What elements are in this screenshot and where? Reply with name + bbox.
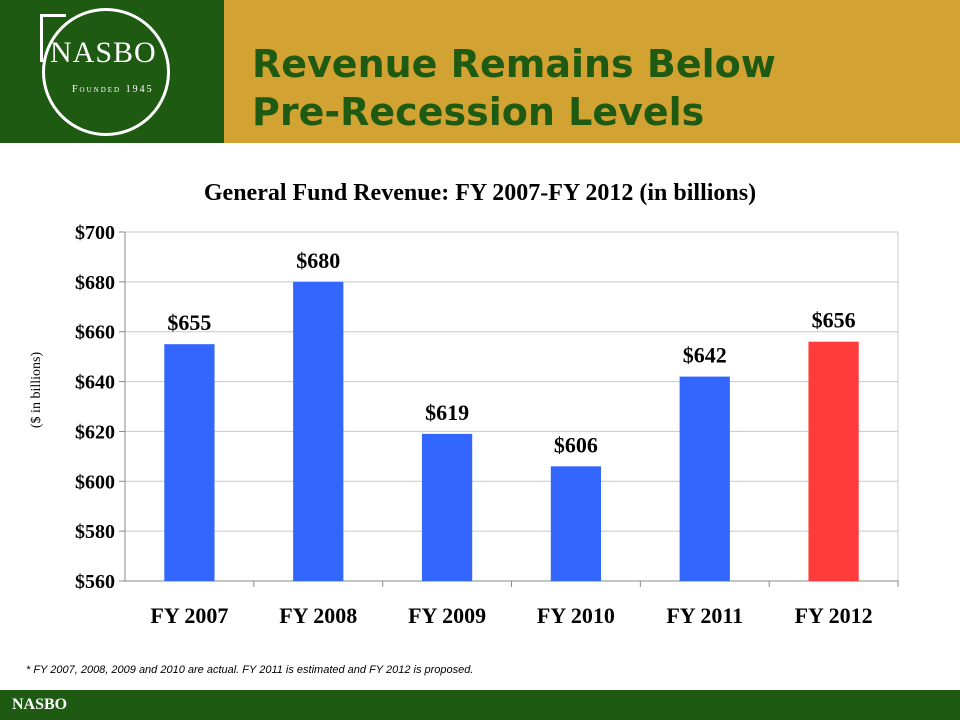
y-tick-label: $660 (75, 322, 115, 344)
slide-title-line1: Revenue Remains Below (252, 42, 776, 86)
x-tick-label: FY 2012 (795, 603, 873, 628)
y-tick-label: $580 (75, 521, 115, 543)
bar (679, 376, 730, 581)
chart-title: General Fund Revenue: FY 2007-FY 2012 (i… (203, 180, 757, 206)
slide-title: Revenue Remains Below Pre-Recession Leve… (252, 40, 942, 136)
y-tick-label: $560 (75, 571, 115, 593)
y-axis-label: ($ in billions) (29, 352, 44, 429)
y-tick-label: $680 (75, 272, 115, 294)
data-label: $619 (425, 400, 469, 425)
x-tick-label: FY 2008 (279, 603, 357, 628)
footnote: * FY 2007, 2008, 2009 and 2010 are actua… (26, 664, 474, 676)
bar (550, 466, 602, 581)
header-title-panel (224, 0, 960, 143)
x-tick-label: FY 2010 (537, 603, 615, 628)
logo-subtitle: Founded 1945 (72, 84, 154, 95)
y-tick-label: $620 (75, 421, 115, 443)
y-tick-label: $640 (75, 372, 115, 394)
logo-text: NASBO (50, 36, 157, 69)
footer-label: NASBO (12, 696, 68, 713)
y-tick-label: $600 (75, 471, 115, 493)
logo-circle (42, 8, 170, 136)
bar (293, 281, 344, 581)
x-tick-label: FY 2011 (666, 603, 743, 628)
y-tick-label: $700 (75, 222, 115, 244)
bar (164, 344, 215, 581)
logo-mark-icon (40, 14, 66, 62)
footer-bar (0, 690, 960, 720)
data-label: $656 (812, 308, 856, 333)
x-tick-label: FY 2007 (150, 603, 228, 628)
data-label: $606 (554, 432, 598, 457)
y-axis-label-text: ($ in billions) (29, 352, 44, 429)
bar-chart: $560 $580 $600 $620 $640 $660 $680 $700 $655 FY 2… (75, 222, 899, 628)
slide-title-line2: Pre-Recession Levels (252, 90, 705, 134)
bar (421, 433, 473, 581)
data-label: $655 (167, 310, 211, 335)
data-label: $680 (296, 248, 340, 273)
x-tick-label: FY 2009 (408, 603, 486, 628)
bar (808, 341, 859, 581)
data-label: $642 (683, 343, 727, 368)
